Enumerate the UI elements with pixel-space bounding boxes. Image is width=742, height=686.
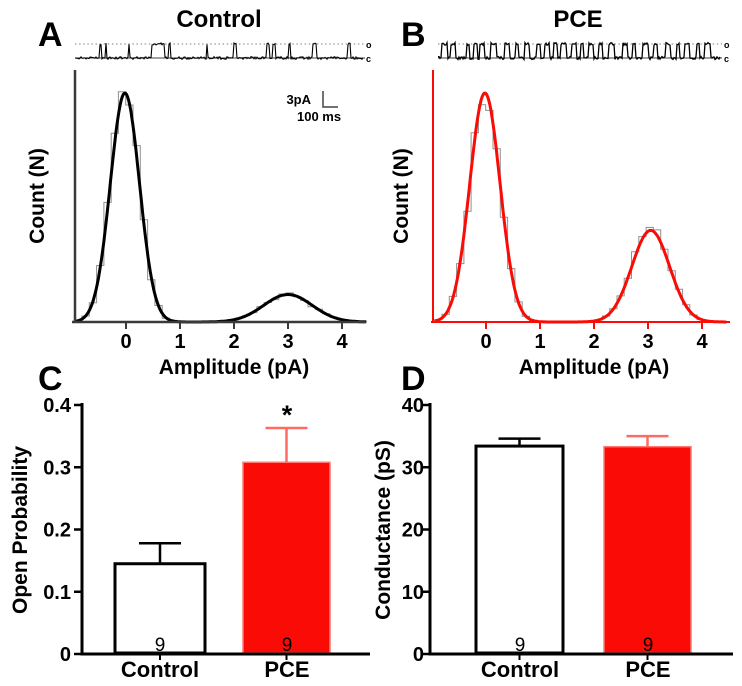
- panel-d-bar-chart: 0 10 20 30 40: [402, 395, 733, 666]
- panel-b-title: PCE: [553, 6, 602, 33]
- x-tick-label: 1: [174, 331, 185, 353]
- panel-c-category-pce: PCE: [264, 657, 309, 682]
- x-tick-label: 0: [480, 331, 491, 353]
- x-tick-label: 0: [120, 331, 131, 353]
- panel-b-current-trace: [438, 40, 722, 62]
- y-tick-label: 0.1: [43, 582, 71, 604]
- scale-bar-current-label: 3pA: [286, 92, 311, 107]
- significance-asterisk: *: [282, 400, 293, 430]
- x-tick-label: 3: [642, 331, 653, 353]
- current-trace-line: [74, 41, 364, 61]
- x-tick-label: 4: [336, 331, 348, 353]
- bar-pce: [242, 461, 331, 654]
- x-tick-label: 2: [228, 331, 239, 353]
- y-tick-label: 30: [402, 457, 424, 479]
- y-tick-label: 10: [402, 582, 424, 604]
- panel-c-category-control: Control: [121, 657, 199, 682]
- panel-d-control-n-label: 9: [515, 635, 526, 656]
- y-tick-label: 0.4: [43, 395, 72, 417]
- x-tick-label: 4: [696, 331, 708, 353]
- bar-pce: [603, 445, 692, 654]
- panel-c-letter: C: [38, 360, 63, 398]
- histogram-steps: [74, 91, 367, 323]
- panel-b-closed-level-label: c: [724, 54, 729, 64]
- panel-a-open-level-label: o: [366, 40, 372, 50]
- panel-b-x-axis-title: Amplitude (pA): [519, 356, 669, 379]
- panel-a-amplitude-histogram: 0 1 2 3 4: [72, 70, 367, 353]
- panel-d-category-pce: PCE: [625, 657, 670, 682]
- scale-bar-bracket: [322, 91, 338, 108]
- panel-d-category-control: Control: [481, 657, 559, 682]
- panel-b-amplitude-histogram: 0 1 2 3 4: [431, 70, 730, 353]
- panel-d-pce-n-label: 9: [643, 635, 654, 656]
- x-tick-label: 2: [588, 331, 599, 353]
- panel-c-bar-chart: 0 0.1 0.2 0.3 0.4: [43, 395, 370, 666]
- scale-bar-time-label: 100 ms: [297, 109, 341, 124]
- x-tick-label: 3: [282, 331, 293, 353]
- x-tick-label: 1: [534, 331, 545, 353]
- bar-control: [474, 444, 565, 655]
- panel-d-y-axis-title: Conductance (pS): [372, 440, 395, 620]
- panel-a-closed-level-label: c: [366, 54, 371, 64]
- panel-c-control-n-label: 9: [155, 635, 166, 656]
- panel-a-x-axis-title: Amplitude (pA): [159, 356, 309, 379]
- panel-a-y-axis-title: Count (N): [26, 148, 49, 244]
- y-tick-label: 0.3: [43, 457, 71, 479]
- current-trace-line: [438, 40, 721, 62]
- scale-bar: 3pA 100 ms: [286, 91, 341, 124]
- panel-a-title: Control: [176, 6, 261, 33]
- panel-b-letter: B: [401, 16, 426, 54]
- y-tick-label: 20: [402, 520, 424, 542]
- panel-a-letter: A: [38, 16, 63, 54]
- panel-c-pce-n-label: 9: [282, 635, 293, 656]
- histogram-steps: [434, 104, 727, 323]
- panel-d: D 0 10 20 30 40 Conductance (pS) 9 9 Control…: [372, 360, 733, 682]
- panel-a-current-trace: [74, 41, 365, 61]
- panel-b-y-axis-title: Count (N): [390, 148, 413, 244]
- bar-control: [113, 562, 207, 655]
- panel-a: A Control o c 3pA 100 ms 0 1 2 3 4 Count (N)…: [26, 6, 372, 379]
- y-tick-label: 40: [402, 395, 424, 417]
- panel-c: C 0 0.1 0.2 0.3 0.4 Open Probability * 9 9 C…: [9, 360, 370, 682]
- panel-c-y-axis-title: Open Probability: [9, 446, 32, 614]
- y-tick-label: 0.2: [43, 520, 71, 542]
- y-tick-label: 0: [413, 644, 424, 666]
- panel-b-open-level-label: o: [724, 40, 730, 50]
- panel-b: B PCE o c 0 1 2 3 4 Count (N) Amplitude (pA): [390, 6, 730, 379]
- y-tick-label: 0: [60, 644, 71, 666]
- panel-d-letter: D: [401, 360, 426, 398]
